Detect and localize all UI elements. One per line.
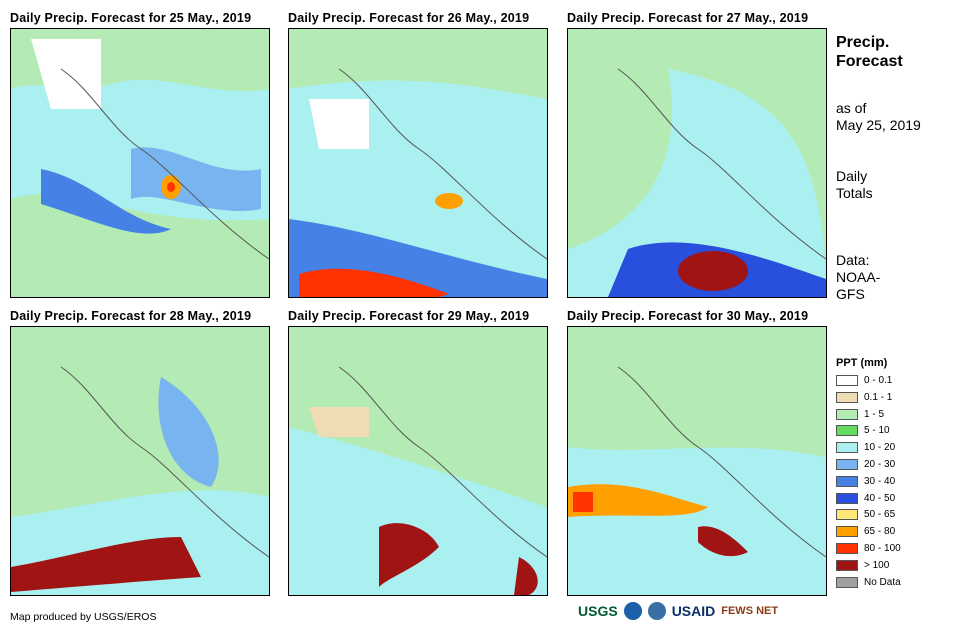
noaa-logo-icon: [623, 602, 642, 620]
legend-item: 30 - 40: [836, 475, 895, 488]
legend-item: 40 - 50: [836, 492, 895, 505]
legend-item: 80 - 100: [836, 542, 901, 555]
legend-label: 80 - 100: [864, 543, 901, 554]
side-title: Precip. Forecast: [836, 33, 903, 71]
side-title-line2: Forecast: [836, 53, 903, 70]
fewsnet-logo: FEWS NET: [721, 605, 779, 617]
legend-item: > 100: [836, 559, 889, 572]
daily-totals-label: Daily Totals: [836, 168, 873, 202]
data-source-line3: GFS: [836, 286, 865, 302]
panel-title-4: Daily Precip. Forecast for 28 May., 2019: [10, 309, 252, 323]
daily-totals-line1: Daily: [836, 168, 868, 184]
as-of-date: as of May 25, 2019: [836, 100, 921, 134]
data-source-line1: Data:: [836, 252, 870, 268]
legend-label: 5 - 10: [864, 425, 890, 437]
legend-swatch: [836, 543, 858, 554]
data-source-line2: NOAA-: [836, 269, 881, 285]
legend-item: 50 - 65: [836, 508, 895, 521]
legend-item: 20 - 30: [836, 458, 895, 471]
as-of-line2: May 25, 2019: [836, 117, 921, 133]
seal-logo-icon: [647, 602, 666, 620]
as-of-line1: as of: [836, 100, 867, 116]
forecast-map-2: [288, 28, 548, 298]
panel-title-2: Daily Precip. Forecast for 26 May., 2019: [288, 11, 530, 25]
panel-title-3: Daily Precip. Forecast for 27 May., 2019: [567, 11, 809, 25]
legend-label: 20 - 30: [864, 459, 896, 470]
legend-label: 10 - 20: [864, 442, 896, 454]
legend-title: PPT (mm): [836, 357, 888, 369]
legend-swatch: [836, 475, 858, 487]
legend-swatch: [836, 576, 858, 588]
legend-item: 0.1 - 1: [836, 391, 892, 404]
legend-item: 65 - 80: [836, 525, 895, 538]
panel-title-5: Daily Precip. Forecast for 29 May., 2019: [288, 309, 530, 323]
credit-text: Map produced by USGS/EROS: [10, 611, 157, 623]
panel-title-1: Daily Precip. Forecast for 25 May., 2019: [10, 11, 252, 25]
legend-swatch: [836, 391, 858, 403]
panel-title-6: Daily Precip. Forecast for 30 May., 2019: [567, 309, 809, 323]
data-source: Data: NOAA- GFS: [836, 252, 880, 303]
legend-label: > 100: [864, 559, 890, 571]
legend-item: No Data: [836, 576, 901, 589]
partner-logos: USGS USAID FEWS NET: [578, 602, 778, 620]
legend-label: 40 - 50: [864, 492, 896, 504]
legend-swatch: [836, 492, 858, 504]
side-title-line1: Precip.: [836, 34, 890, 51]
forecast-map-3: [567, 28, 827, 298]
legend-label: 65 - 80: [864, 526, 896, 538]
legend-item: 1 - 5: [836, 408, 884, 421]
legend-label: 50 - 65: [864, 509, 896, 521]
legend-swatch: [836, 442, 858, 454]
legend-swatch: [836, 408, 858, 420]
forecast-map-5: [288, 326, 548, 596]
daily-totals-line2: Totals: [836, 185, 873, 201]
legend-swatch: [836, 509, 858, 521]
legend-swatch: [836, 526, 858, 538]
legend-label: 30 - 40: [864, 475, 896, 487]
legend-swatch: [836, 459, 858, 470]
legend-item: 0 - 0.1: [836, 374, 892, 387]
usgs-logo: USGS: [578, 603, 618, 619]
legend-label: 0.1 - 1: [864, 391, 893, 403]
legend-swatch: [836, 375, 858, 386]
legend-label: 0 - 0.1: [864, 375, 893, 386]
legend-label: 1 - 5: [864, 408, 885, 420]
legend-item: 5 - 10: [836, 424, 890, 437]
forecast-map-4: [10, 326, 270, 596]
usaid-logo: USAID: [671, 603, 716, 619]
legend-label: No Data: [864, 576, 901, 588]
legend-swatch: [836, 425, 858, 437]
forecast-map-6: [567, 326, 827, 596]
legend-item: 10 - 20: [836, 441, 895, 454]
forecast-map-1: [10, 28, 270, 298]
legend-swatch: [836, 559, 858, 571]
